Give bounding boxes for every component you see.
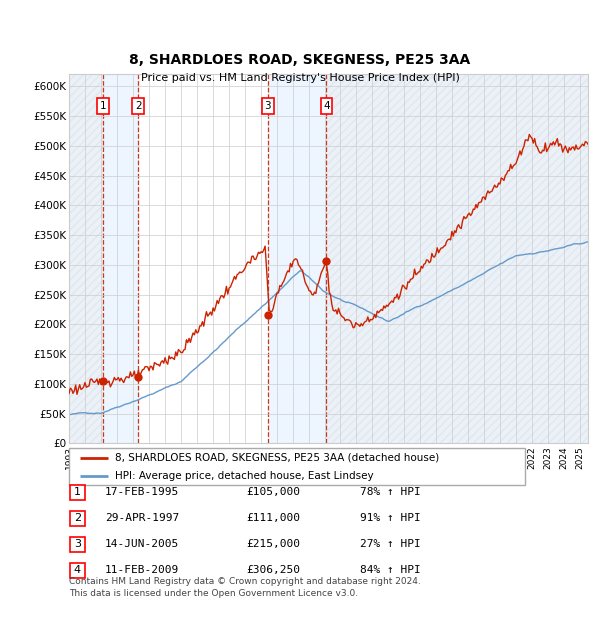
Bar <box>103 74 138 443</box>
FancyBboxPatch shape <box>69 448 525 485</box>
Text: This data is licensed under the Open Government Licence v3.0.: This data is licensed under the Open Gov… <box>69 588 358 598</box>
FancyBboxPatch shape <box>70 511 85 526</box>
Text: £105,000: £105,000 <box>246 487 300 497</box>
Text: 1: 1 <box>100 101 106 111</box>
Text: 8, SHARDLOES ROAD, SKEGNESS, PE25 3AA: 8, SHARDLOES ROAD, SKEGNESS, PE25 3AA <box>130 53 470 67</box>
FancyBboxPatch shape <box>70 563 85 578</box>
Text: 4: 4 <box>74 565 81 575</box>
Text: 11-FEB-2009: 11-FEB-2009 <box>105 565 179 575</box>
Text: 3: 3 <box>265 101 271 111</box>
Bar <box>326 74 588 443</box>
Text: £215,000: £215,000 <box>246 539 300 549</box>
Text: 29-APR-1997: 29-APR-1997 <box>105 513 179 523</box>
Text: 84% ↑ HPI: 84% ↑ HPI <box>360 565 421 575</box>
Text: 2: 2 <box>135 101 142 111</box>
Text: 1: 1 <box>74 487 81 497</box>
Text: 14-JUN-2005: 14-JUN-2005 <box>105 539 179 549</box>
Text: HPI: Average price, detached house, East Lindsey: HPI: Average price, detached house, East… <box>115 471 373 480</box>
Text: £306,250: £306,250 <box>246 565 300 575</box>
Text: 3: 3 <box>74 539 81 549</box>
Bar <box>268 74 326 443</box>
Text: Contains HM Land Registry data © Crown copyright and database right 2024.: Contains HM Land Registry data © Crown c… <box>69 577 421 586</box>
Bar <box>69 74 103 443</box>
Text: 78% ↑ HPI: 78% ↑ HPI <box>360 487 421 497</box>
Text: 2: 2 <box>74 513 81 523</box>
Text: 27% ↑ HPI: 27% ↑ HPI <box>360 539 421 549</box>
Text: £111,000: £111,000 <box>246 513 300 523</box>
FancyBboxPatch shape <box>70 485 85 500</box>
Text: 4: 4 <box>323 101 330 111</box>
Text: Price paid vs. HM Land Registry's House Price Index (HPI): Price paid vs. HM Land Registry's House … <box>140 73 460 83</box>
Text: 17-FEB-1995: 17-FEB-1995 <box>105 487 179 497</box>
Text: 8, SHARDLOES ROAD, SKEGNESS, PE25 3AA (detached house): 8, SHARDLOES ROAD, SKEGNESS, PE25 3AA (d… <box>115 453 439 463</box>
FancyBboxPatch shape <box>70 537 85 552</box>
Text: 91% ↑ HPI: 91% ↑ HPI <box>360 513 421 523</box>
